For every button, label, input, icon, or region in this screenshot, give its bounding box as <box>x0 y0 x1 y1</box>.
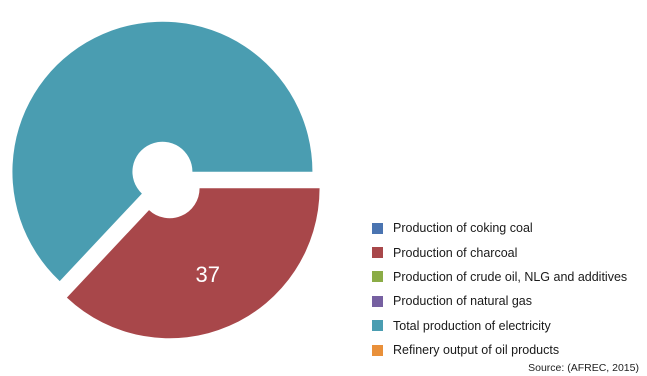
legend-label: Refinery output of oil products <box>393 343 560 358</box>
legend-item: Total production of electricity <box>372 314 627 338</box>
legend-label: Production of crude oil, NLG and additiv… <box>393 269 628 284</box>
source-note: Source: (AFREC, 2015) <box>528 362 639 374</box>
legend-label: Production of coking coal <box>393 221 533 236</box>
legend-swatch <box>372 295 383 307</box>
legend-label: Production of natural gas <box>393 294 532 309</box>
legend-swatch <box>372 247 383 259</box>
legend-swatch <box>372 271 383 283</box>
legend-label: Production of charcoal <box>393 245 518 260</box>
legend-item: Production of crude oil, NLG and additiv… <box>372 265 627 289</box>
legend-item: Refinery output of oil products <box>372 338 627 362</box>
chart-legend: Production of coking coal Production of c… <box>372 216 627 362</box>
legend-label: Total production of electricity <box>393 318 551 333</box>
legend-item: Production of natural gas <box>372 289 627 313</box>
legend-item: Production of coking coal <box>372 216 627 240</box>
pie-slice-label-2: 37 <box>195 262 219 287</box>
pie-slice-2 <box>66 188 320 339</box>
pie-slices <box>12 21 320 339</box>
legend-item: Production of charcoal <box>372 240 627 264</box>
legend-swatch <box>372 344 383 356</box>
pie-slice-1 <box>12 21 313 282</box>
legend-swatch <box>372 222 383 234</box>
pie-slice-labels: 37 <box>195 262 219 287</box>
legend-swatch <box>372 320 383 332</box>
